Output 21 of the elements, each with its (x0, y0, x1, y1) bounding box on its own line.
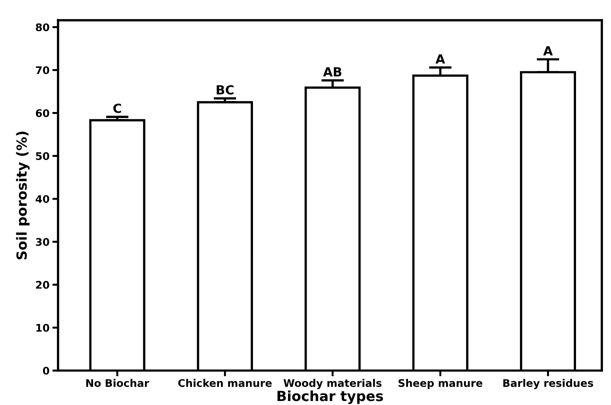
x-tick-label: Chicken manure (178, 378, 272, 387)
y-tick-label: 80 (36, 23, 50, 32)
annotation: AB (323, 67, 342, 76)
y-tick-label: 0 (42, 366, 50, 375)
annotation: A (543, 46, 553, 56)
y-axis-title: Soil porosity (%) (16, 132, 30, 260)
x-tick-label: Woody materials (284, 378, 382, 390)
y-tick-label: 40 (36, 195, 50, 203)
x-tick-label: Sheep manure (398, 378, 482, 389)
x-tick-label: Barley residues (503, 378, 594, 390)
y-tick-label: 20 (36, 280, 50, 289)
annotation: A (436, 54, 446, 64)
y-tick-label: 50 (36, 152, 50, 160)
x-tick-label: No Biochar (86, 378, 150, 387)
y-tick-label: 10 (36, 324, 50, 332)
y-tick-label: 30 (36, 238, 50, 246)
annotation: C (113, 104, 122, 114)
annotation: BC (216, 85, 234, 95)
y-tick-label: 60 (36, 109, 50, 118)
x-axis-title: Biochar types (278, 390, 383, 404)
y-tick-label: 70 (36, 66, 50, 74)
